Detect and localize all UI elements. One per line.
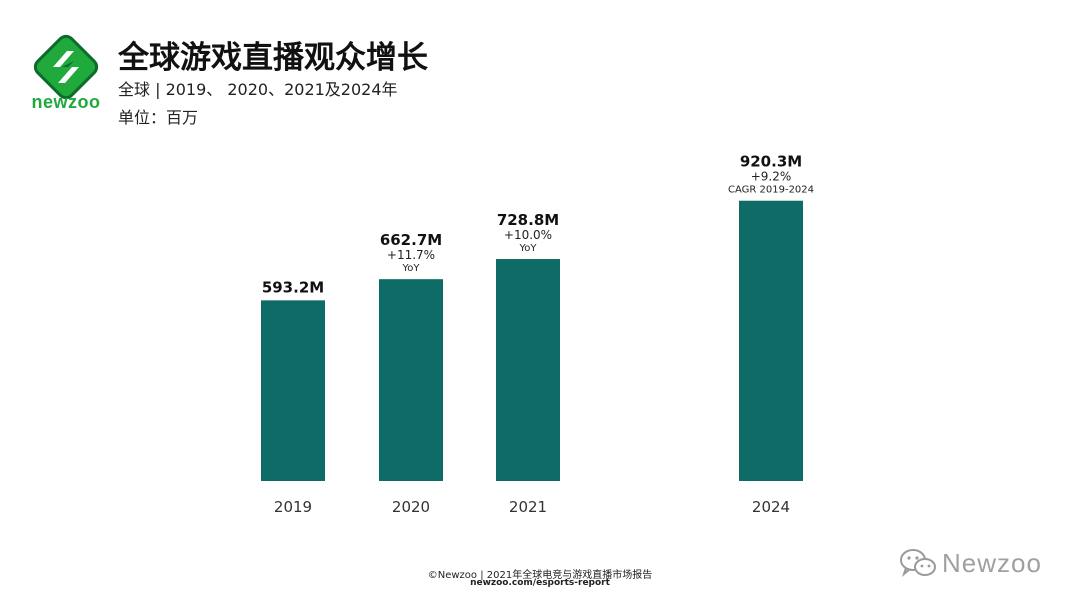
bar-2019 [261,300,325,481]
footer-copyright: ©Newzoo | 2021年全球电竞与游戏直播市场报告 [427,570,653,581]
bar-2021 [496,259,560,481]
chart-title: 全球游戏直播观众增长 [118,40,428,76]
growth-note-2021: YoY [518,243,537,254]
footer-url: newzoo.com/esports-report [470,578,610,588]
growth-label-2024: +9.2% [751,170,792,184]
unit-label: 单位：百万 [118,108,199,127]
growth-label-2021: +10.0% [504,228,552,242]
watermark: Newzoo [898,545,1058,581]
bar-2024 [739,200,803,481]
growth-label-2020: +11.7% [387,248,435,262]
watermark-text: Newzoo [942,547,1042,578]
value-label-2020: 662.7M [380,231,442,249]
tick-label-2024: 2024 [752,498,790,516]
growth-note-2020: YoY [401,263,420,274]
tick-label-2020: 2020 [392,498,430,516]
value-label-2021: 728.8M [497,211,559,229]
value-label-2024: 920.3M [740,153,802,171]
value-label-2019: 593.2M [262,278,324,296]
growth-note-2024: CAGR 2019-2024 [728,185,814,196]
bar-2020 [379,279,443,481]
wechat-icon [900,549,936,578]
brand-wordmark: newzoo [31,92,101,112]
chart-subtitle: 全球 | 2019、 2020、2021及2024年 [118,80,398,99]
newzoo-logo-icon [33,34,99,100]
tick-label-2019: 2019 [274,498,312,516]
tick-label-2021: 2021 [509,498,547,516]
